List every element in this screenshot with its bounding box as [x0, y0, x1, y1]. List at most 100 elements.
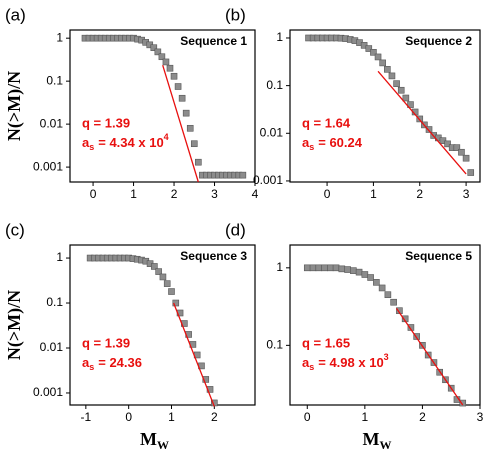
panel-label: (a)	[5, 5, 26, 24]
panel-title: Sequence 2	[405, 34, 472, 48]
x-tick-label: 3	[477, 410, 484, 424]
data-point	[393, 80, 400, 87]
data-point	[332, 264, 340, 272]
x-axis-label-sub: W	[157, 438, 169, 452]
panel-label: (b)	[225, 5, 246, 24]
annotation-a-sub: s	[89, 363, 94, 373]
x-tick-label: 2	[171, 187, 178, 201]
data-point	[361, 271, 369, 278]
data-point	[155, 268, 162, 275]
data-point	[309, 264, 317, 272]
y-tick-label: 0.001	[33, 385, 63, 399]
data-point	[315, 264, 323, 272]
x-tick-label: 3	[463, 187, 470, 201]
data-point	[413, 333, 420, 340]
annotation-a-value: = 24.36	[98, 356, 142, 371]
x-axis-label-main: M	[140, 429, 157, 449]
x-tick-label: 4	[252, 187, 259, 201]
annotation-a-symbol: a	[302, 136, 310, 151]
data-point	[327, 264, 334, 272]
data-point	[425, 126, 433, 133]
data-point	[154, 48, 162, 56]
annotation-a-value: = 4.34 x 10	[98, 136, 163, 151]
annotation-a-symbol: a	[82, 136, 90, 151]
y-tick-label: 0.1	[46, 73, 63, 87]
y-tick-label: 0.001	[253, 173, 283, 187]
x-tick-label: 1	[370, 187, 377, 201]
y-tick-label: 1	[56, 250, 63, 264]
y-axis-label: N(>M)/N	[4, 290, 25, 360]
x-tick-label: 2	[419, 410, 426, 424]
data-point	[158, 53, 166, 61]
panel-title: Sequence 5	[405, 249, 472, 263]
data-point	[467, 169, 475, 176]
y-tick-label: 0.1	[266, 78, 283, 92]
x-tick-label: 0	[90, 187, 97, 201]
x-tick-label: 0	[304, 410, 311, 424]
annotation-a: as = 24.36	[82, 356, 142, 373]
annotation-a-symbol: a	[302, 356, 310, 371]
data-point	[159, 273, 167, 281]
data-point	[172, 299, 180, 307]
x-tick-label: 1	[362, 410, 369, 424]
annotation-a-sup: 3	[384, 353, 389, 363]
y-axis-label: N(>M)/N	[4, 71, 25, 141]
annotation-q: q = 1.39	[82, 336, 130, 351]
data-point	[367, 274, 374, 281]
data-point	[462, 154, 470, 162]
data-point	[168, 288, 175, 295]
fit-line	[162, 65, 199, 183]
annotation-a-sub: s	[309, 143, 314, 153]
data-point	[338, 265, 346, 273]
data-point	[458, 148, 465, 156]
data-point	[170, 72, 178, 80]
panel-title: Sequence 1	[180, 34, 247, 48]
annotation-a-symbol: a	[82, 356, 90, 371]
data-point	[384, 291, 392, 299]
fit-line	[377, 70, 467, 175]
data-point	[182, 109, 190, 117]
x-tick-label: 1	[168, 410, 175, 424]
data-point	[150, 44, 158, 52]
data-point	[365, 45, 373, 52]
data-point	[190, 140, 198, 148]
data-point	[444, 140, 451, 148]
data-point	[166, 64, 174, 72]
data-point	[374, 53, 382, 61]
y-tick-label: 1	[276, 30, 283, 44]
data-point	[370, 49, 377, 56]
data-point	[384, 66, 391, 73]
data-point	[350, 267, 357, 274]
data-point	[344, 266, 351, 273]
data-point	[390, 298, 397, 306]
annotation-a-value: = 4.98 x 10	[318, 356, 383, 371]
y-tick-label: 0.1	[266, 338, 283, 352]
annotation-a: as = 4.34 x 104	[82, 133, 169, 153]
annotation-q: q = 1.39	[82, 116, 130, 131]
data-point	[202, 376, 210, 383]
annotation-a-sup: 4	[164, 133, 169, 143]
x-tick-label: 2	[211, 410, 218, 424]
data-point	[195, 158, 202, 166]
x-axis-label: MW	[140, 429, 169, 452]
annotation-a-sub: s	[89, 143, 94, 153]
data-point	[407, 101, 414, 108]
data-point	[379, 59, 386, 67]
x-axis-label-sub: W	[380, 438, 392, 452]
x-axis-label-main: M	[363, 429, 380, 449]
data-point	[453, 144, 461, 151]
fit-line	[395, 307, 464, 406]
data-point	[402, 94, 410, 102]
plot-frame	[69, 244, 256, 406]
annotation-a: as = 60.24	[302, 136, 363, 153]
y-tick-label: 0.01	[260, 125, 284, 139]
data-point	[397, 86, 405, 94]
data-point	[174, 83, 182, 90]
panel-title: Sequence 3	[180, 249, 247, 263]
x-tick-label: 3	[211, 187, 218, 201]
annotation-a-value: = 60.24	[318, 136, 363, 151]
data-point	[373, 279, 380, 286]
x-tick-label: 0	[324, 187, 331, 201]
data-point	[186, 124, 194, 132]
